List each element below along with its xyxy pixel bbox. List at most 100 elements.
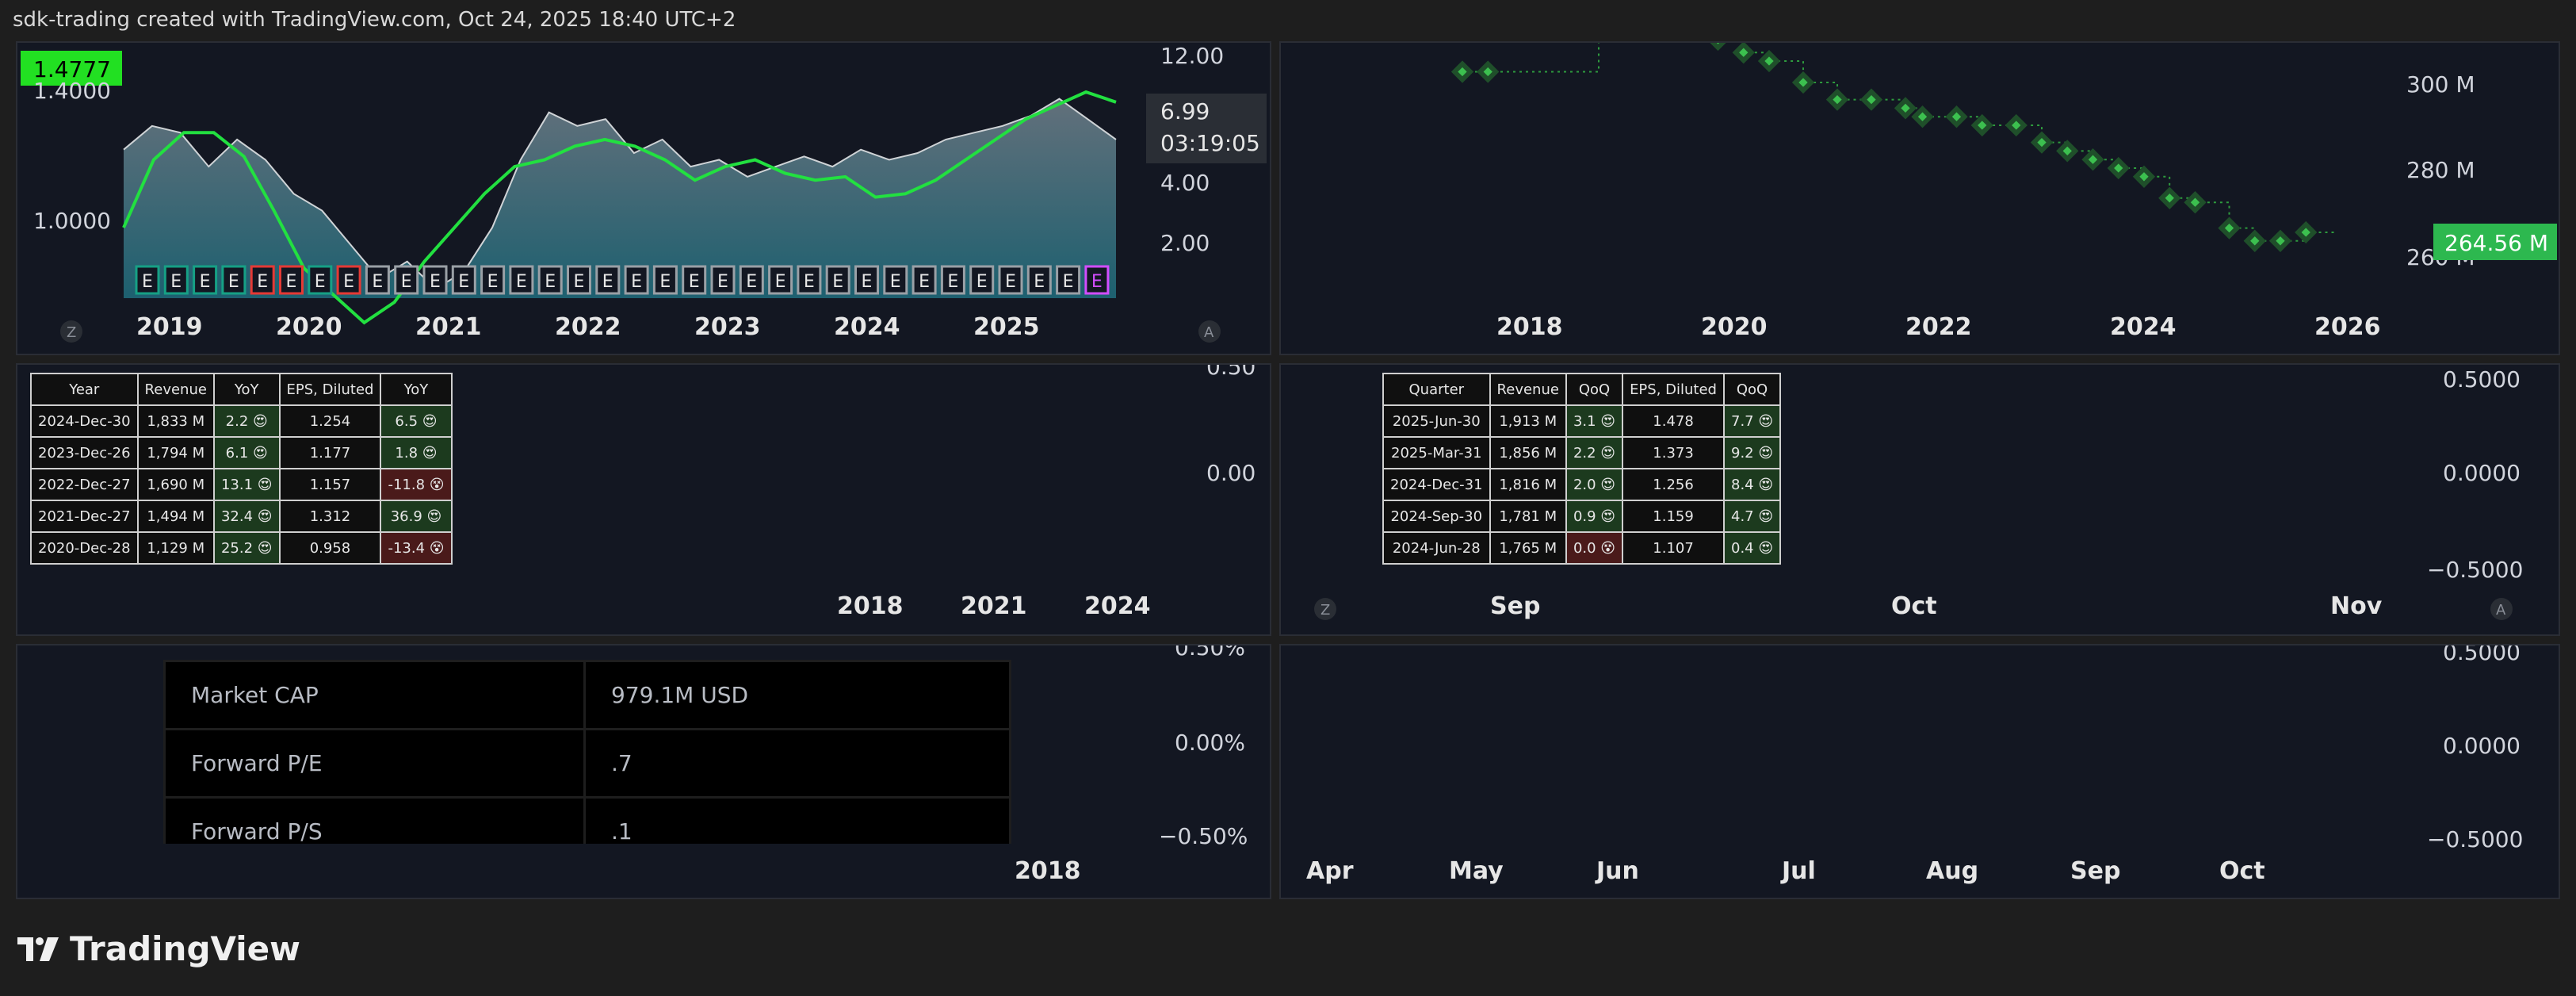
earnings-marker[interactable] — [595, 265, 621, 295]
col-header: Year — [30, 373, 139, 406]
price-line — [123, 98, 1117, 290]
market-info-panel[interactable]: 0.50% 0.00% −0.50% 2018 Market CAP 979.1… — [16, 644, 1271, 899]
shares-point — [2158, 186, 2181, 209]
earnings-marker-label: E — [458, 272, 469, 292]
table-cell: 32.4 😍 — [212, 500, 281, 533]
shares-point — [2218, 216, 2241, 239]
earnings-marker[interactable] — [1084, 265, 1110, 295]
earnings-marker[interactable] — [1056, 265, 1081, 295]
earnings-marker[interactable] — [567, 265, 591, 295]
y-tick-05: 0.5000 — [2443, 366, 2521, 393]
z-button[interactable]: Z — [1320, 602, 1330, 619]
table-row: 2024-Sep-30 1,781 M 0.9 😍 1.159 4.7 😍 — [1382, 500, 1782, 533]
shares-point — [1707, 43, 1729, 52]
earnings-marker-label: E — [430, 272, 441, 292]
tradingview-logo[interactable]: TradingView — [17, 929, 300, 968]
shares-point — [1825, 88, 1849, 111]
table-row: 2025-Mar-31 1,856 M 2.2 😍 1.373 9.2 😍 — [1382, 436, 1782, 469]
col-header: Revenue — [1489, 373, 1567, 406]
right-tick-3: 2.00 — [1160, 230, 1210, 256]
earnings-marker[interactable] — [825, 265, 850, 295]
earnings-marker[interactable] — [768, 265, 793, 295]
price-area-fill — [124, 98, 1116, 298]
left-tick-2: 1.0000 — [33, 208, 111, 234]
earnings-marker[interactable] — [537, 265, 563, 295]
earnings-marker[interactable] — [739, 265, 764, 295]
quarterly-table-panel[interactable]: 0.5000 0.0000 −0.5000 Sep Oct Nov Z A Qu… — [1279, 363, 2560, 636]
earnings-marker[interactable] — [163, 265, 189, 295]
table-cell: 2020-Dec-28 — [30, 531, 139, 565]
z-button-bg — [1314, 598, 1336, 620]
y-tick-050pct: 0.50% — [1175, 645, 1245, 661]
earnings-marker[interactable] — [365, 265, 390, 295]
earnings-marker[interactable] — [797, 265, 822, 295]
countdown: 03:19:05 — [1160, 130, 1260, 156]
earnings-marker-label: E — [516, 272, 527, 292]
annual-table-panel[interactable]: 0.50 0.00 2018 2021 2024 Year Revenue Yo… — [16, 363, 1271, 636]
table-row: Market CAP 979.1M USD — [163, 660, 1011, 730]
earnings-marker[interactable] — [480, 265, 506, 295]
earnings-marker[interactable] — [652, 265, 678, 295]
table-cell: 2024-Sep-30 — [1382, 500, 1491, 533]
shares-dotted-line — [1462, 43, 2338, 242]
earnings-marker-label: E — [257, 272, 268, 292]
table-cell: 1.256 — [1622, 468, 1725, 501]
earnings-marker-label: E — [1005, 272, 1016, 292]
x-tick-jul: Jul — [1780, 857, 1816, 885]
tradingview-logo-icon — [17, 937, 59, 961]
earnings-marker[interactable] — [883, 265, 908, 295]
table-cell: 2024-Dec-30 — [30, 404, 139, 438]
earnings-marker[interactable] — [998, 265, 1023, 295]
x-tick-2021: 2021 — [961, 592, 1027, 620]
earnings-marker[interactable] — [451, 265, 476, 295]
earnings-marker[interactable] — [1026, 265, 1052, 295]
earnings-marker[interactable] — [509, 265, 534, 295]
table-cell: 1.8 😍 — [380, 436, 453, 469]
z-button[interactable]: Z — [67, 324, 76, 341]
empty-chart-panel[interactable]: 0.5000 0.0000 −0.5000 Apr May Jun Jul Au… — [1279, 644, 2560, 899]
price-badge: 1.4777 — [33, 56, 111, 82]
col-header: EPS, Diluted — [278, 373, 382, 406]
table-row: 2024-Jun-28 1,765 M 0.0 😵 1.107 0.4 😍 — [1382, 531, 1782, 565]
earnings-marker-label: E — [487, 272, 499, 292]
market-value: 979.1M USD — [583, 660, 1011, 730]
earnings-marker[interactable] — [394, 265, 419, 295]
table-cell: 1.107 — [1622, 531, 1725, 565]
table-row: 2024-Dec-31 1,816 M 2.0 😍 1.256 8.4 😍 — [1382, 468, 1782, 501]
earnings-marker[interactable] — [854, 265, 879, 295]
earnings-marker[interactable] — [710, 265, 736, 295]
table-row: Forward P/E .7 — [163, 728, 1011, 799]
x-tick-2024: 2024 — [834, 313, 900, 341]
earnings-marker[interactable] — [221, 265, 247, 295]
x-tick-2022: 2022 — [1905, 313, 1972, 341]
earnings-marker[interactable] — [624, 265, 649, 295]
earnings-marker[interactable] — [682, 265, 707, 295]
x-tick-2022: 2022 — [555, 313, 621, 341]
table-cell: 2022-Dec-27 — [30, 468, 139, 501]
shares-chart-panel[interactable]: 300 M 280 M 260 M 264.56 M 2018 2020 202… — [1279, 41, 2560, 355]
earnings-marker[interactable] — [969, 265, 995, 295]
a-button[interactable]: A — [1204, 324, 1214, 341]
earnings-marker[interactable] — [422, 265, 448, 295]
table-cell: 7.7 😍 — [1722, 404, 1782, 438]
earnings-marker[interactable] — [135, 265, 160, 295]
y-tick-m050pct: −0.50% — [1159, 823, 1248, 849]
table-cell: 13.1 😍 — [212, 468, 281, 501]
table-row: 2023-Dec-26 1,794 M 6.1 😍 1.177 1.8 😍 — [30, 436, 453, 469]
earnings-marker-label: E — [919, 272, 930, 292]
earnings-marker[interactable] — [193, 265, 218, 295]
earnings-marker[interactable] — [940, 265, 965, 295]
earnings-marker[interactable] — [912, 265, 937, 295]
earnings-marker[interactable] — [279, 265, 304, 295]
earnings-marker[interactable] — [336, 265, 361, 295]
earnings-marker[interactable] — [250, 265, 275, 295]
col-header: YoY — [380, 373, 453, 406]
table-row: 2024-Dec-30 1,833 M 2.2 😍 1.254 6.5 😍 — [30, 404, 453, 438]
a-button[interactable]: A — [2496, 602, 2506, 619]
table-cell: 2.0 😍 — [1565, 468, 1624, 501]
earnings-marker[interactable] — [308, 265, 333, 295]
shares-point — [1859, 88, 1883, 111]
table-cell: 1,913 M — [1489, 404, 1567, 438]
shares-point — [1450, 60, 1474, 83]
